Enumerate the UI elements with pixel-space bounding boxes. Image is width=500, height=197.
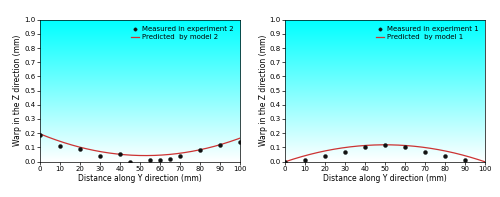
Measured in experiment 2: [96, 154, 104, 157]
Measured in experiment 2: [156, 159, 164, 162]
Measured in experiment 2: [176, 154, 184, 157]
Line: Predicted  by model 1: Predicted by model 1: [285, 145, 485, 162]
Legend: Measured in experiment 1, Predicted  by model 1: Measured in experiment 1, Predicted by m…: [373, 23, 482, 43]
Predicted  by model 1: [427, 147, 433, 149]
Line: Predicted  by model 2: Predicted by model 2: [40, 134, 240, 156]
Legend: Measured in experiment 2, Predicted  by model 2: Measured in experiment 2, Predicted by m…: [128, 23, 236, 43]
Measured in experiment 2: [126, 160, 134, 163]
Predicted  by model 2: [61, 141, 67, 144]
Measured in experiment 1: [461, 159, 469, 162]
Measured in experiment 2: [36, 133, 44, 136]
Measured in experiment 1: [381, 143, 389, 146]
Predicted  by model 1: [347, 146, 353, 148]
Measured in experiment 2: [236, 140, 244, 143]
Predicted  by model 2: [237, 137, 243, 139]
Y-axis label: Warp in the Z direction (mm): Warp in the Z direction (mm): [258, 35, 268, 146]
Measured in experiment 1: [421, 150, 429, 153]
Predicted  by model 2: [183, 151, 189, 154]
Predicted  by model 1: [361, 144, 367, 147]
Measured in experiment 1: [341, 150, 349, 153]
Measured in experiment 2: [166, 157, 174, 160]
Predicted  by model 1: [306, 153, 312, 156]
Predicted  by model 1: [382, 144, 388, 146]
Predicted  by model 2: [164, 153, 170, 156]
Predicted  by model 1: [408, 145, 414, 147]
Predicted  by model 2: [116, 153, 122, 155]
Measured in experiment 2: [146, 159, 154, 162]
Predicted  by model 1: [482, 161, 488, 163]
Predicted  by model 2: [182, 151, 188, 154]
Measured in experiment 2: [116, 153, 124, 156]
Measured in experiment 1: [321, 154, 329, 157]
Measured in experiment 1: [441, 154, 449, 157]
Measured in experiment 2: [56, 144, 64, 148]
X-axis label: Distance along Y direction (mm): Distance along Y direction (mm): [323, 174, 447, 183]
Measured in experiment 1: [401, 146, 409, 149]
X-axis label: Distance along Y direction (mm): Distance along Y direction (mm): [78, 174, 202, 183]
Measured in experiment 2: [76, 147, 84, 150]
Measured in experiment 1: [481, 163, 489, 166]
Predicted  by model 2: [142, 154, 148, 157]
Measured in experiment 2: [196, 149, 204, 152]
Measured in experiment 1: [301, 159, 309, 162]
Measured in experiment 1: [361, 146, 369, 149]
Predicted  by model 1: [282, 161, 288, 163]
Predicted  by model 2: [37, 133, 43, 135]
Predicted  by model 1: [428, 147, 434, 150]
Measured in experiment 1: [281, 160, 289, 163]
Y-axis label: Warp in the Z direction (mm): Warp in the Z direction (mm): [14, 35, 22, 146]
Measured in experiment 2: [216, 143, 224, 146]
Predicted  by model 2: [102, 151, 108, 154]
